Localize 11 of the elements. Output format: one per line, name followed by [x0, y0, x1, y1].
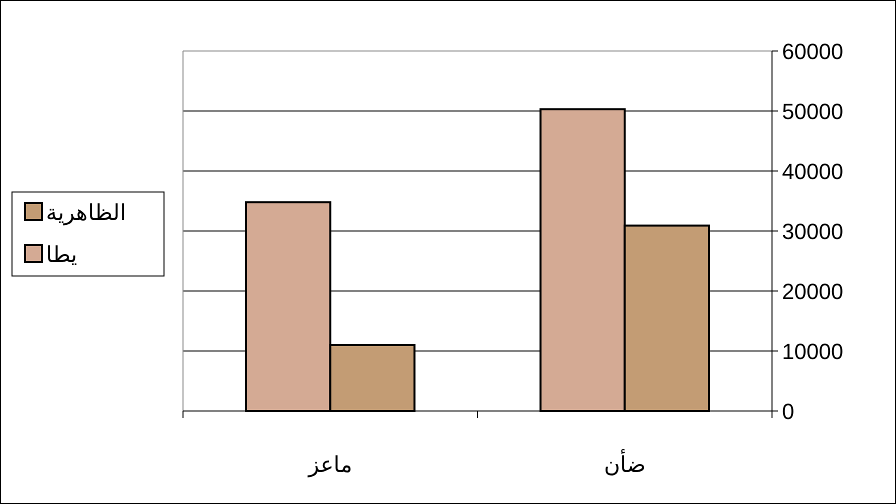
- y-tick-label: 40000: [782, 159, 844, 184]
- x-tick-label: ضأن: [604, 448, 646, 477]
- y-tick-label: 10000: [782, 339, 844, 364]
- x-tick-label: ماعز: [307, 452, 352, 478]
- y-tick-label: 0: [782, 399, 794, 424]
- y-tick-label: 20000: [782, 279, 844, 304]
- y-tick-label: 50000: [782, 99, 844, 124]
- legend-label: يطا: [46, 242, 77, 267]
- legend-label: الظاهرية: [46, 200, 126, 226]
- y-tick-label: 30000: [782, 219, 844, 244]
- y-tick-label: 60000: [782, 39, 844, 64]
